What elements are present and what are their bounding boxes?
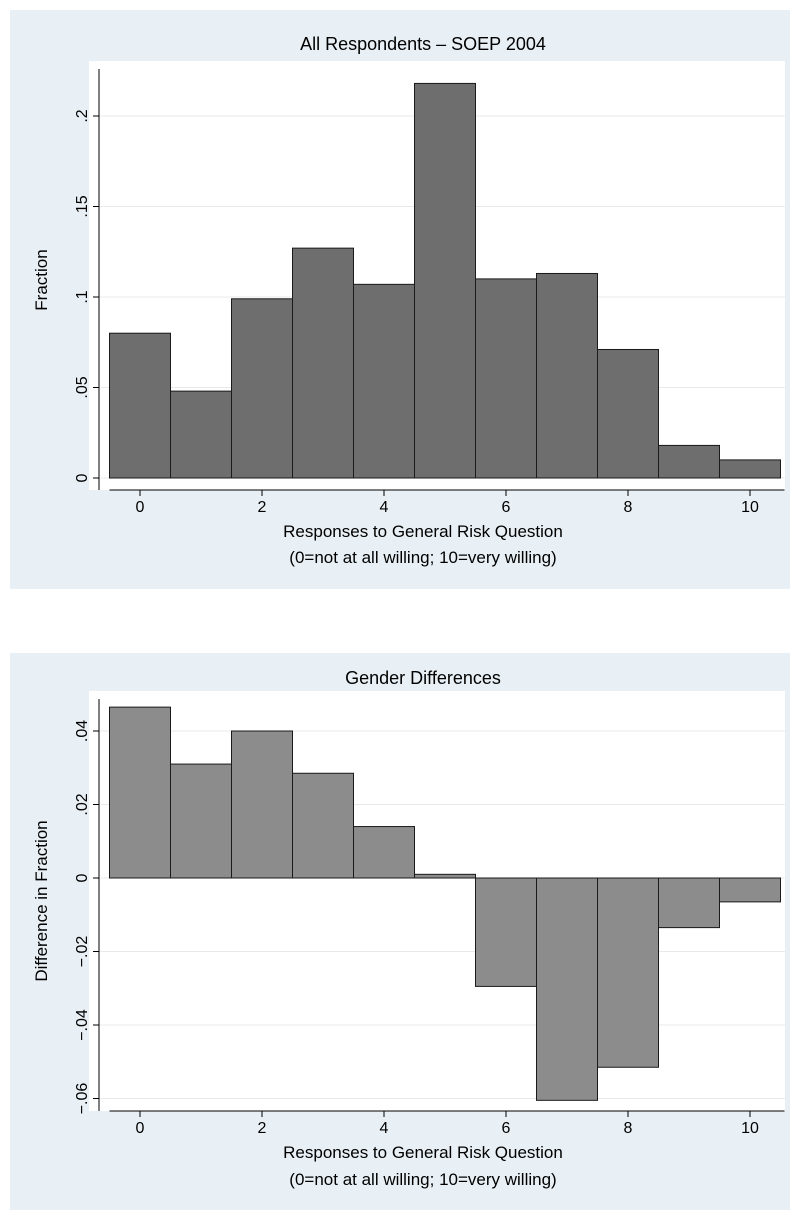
- x-axis-label: Responses to General Risk Question: [283, 1143, 563, 1162]
- bar-9: [658, 444, 720, 479]
- bar-2: [231, 298, 293, 479]
- bar-0: [109, 706, 171, 879]
- x-tick-label: 2: [258, 499, 267, 516]
- y-tick-label: −.06: [74, 1083, 91, 1115]
- bar-1: [170, 390, 232, 479]
- bar-1: [170, 763, 232, 879]
- bar-7: [536, 272, 598, 479]
- x-tick-label: 8: [624, 1120, 633, 1137]
- bar-8: [597, 348, 659, 479]
- gender-difference-chart: −.06 −.04 −.02 0 .02 .04 0 2 4 6 8 10 Gender Differ…: [10, 653, 790, 1210]
- x-axis-label-note: (0=not at all willing; 10=very willing): [289, 548, 556, 567]
- gender-difference-svg: −.06 −.04 −.02 0 .02 .04 0 2 4 6 8 10 Gender Differ…: [10, 653, 790, 1210]
- x-axis-label: Responses to General Risk Question: [283, 522, 563, 541]
- bar-7: [536, 877, 598, 1101]
- x-tick-label: 6: [502, 1120, 511, 1137]
- y-tick-label: 0: [74, 873, 91, 882]
- bar-3: [292, 247, 354, 479]
- bar-5: [414, 82, 476, 479]
- bar-0: [109, 332, 171, 479]
- y-tick-label: −.04: [74, 1009, 91, 1041]
- x-tick-label: 6: [502, 499, 511, 516]
- risk-histogram-chart: 0 .05 .1 .15 .2 0 2 4 6 8 10 All Respondents – SOE…: [10, 10, 790, 589]
- chart-title: Gender Differences: [345, 668, 501, 688]
- x-tick-label: 10: [741, 1120, 759, 1137]
- x-tick-label: 4: [380, 1120, 389, 1137]
- y-axis-label: Fraction: [32, 249, 51, 310]
- x-tick-label: 0: [136, 499, 145, 516]
- y-tick-label: .04: [74, 720, 91, 742]
- bar-6: [475, 877, 537, 987]
- y-tick-label: 0: [74, 473, 91, 482]
- risk-histogram-svg: 0 .05 .1 .15 .2 0 2 4 6 8 10 All Respondents – SOE…: [10, 10, 790, 589]
- bar-6: [475, 278, 537, 479]
- y-axis-label: Difference in Fraction: [32, 820, 51, 981]
- bar-4: [353, 826, 415, 879]
- x-tick-label: 4: [380, 499, 389, 516]
- x-tick-label: 0: [136, 1120, 145, 1137]
- x-tick-label: 8: [624, 499, 633, 516]
- x-tick-label: 2: [258, 1120, 267, 1137]
- bar-10: [719, 877, 781, 903]
- bar-5: [414, 873, 476, 879]
- x-tick-label: 10: [741, 499, 759, 516]
- bar-8: [597, 877, 659, 1068]
- y-tick-label: −.02: [74, 936, 91, 968]
- bar-2: [231, 730, 293, 879]
- bar-10: [719, 459, 781, 479]
- y-tick-label: .05: [74, 376, 91, 398]
- bar-3: [292, 772, 354, 879]
- bar-9: [658, 877, 720, 929]
- y-tick-label: .1: [74, 290, 91, 303]
- y-tick-label: .02: [74, 793, 91, 815]
- bar-4: [353, 283, 415, 479]
- chart-title: All Respondents – SOEP 2004: [300, 34, 546, 54]
- y-tick-label: .15: [74, 195, 91, 217]
- x-axis-label-note: (0=not at all willing; 10=very willing): [289, 1170, 556, 1189]
- y-tick-label: .2: [74, 109, 91, 122]
